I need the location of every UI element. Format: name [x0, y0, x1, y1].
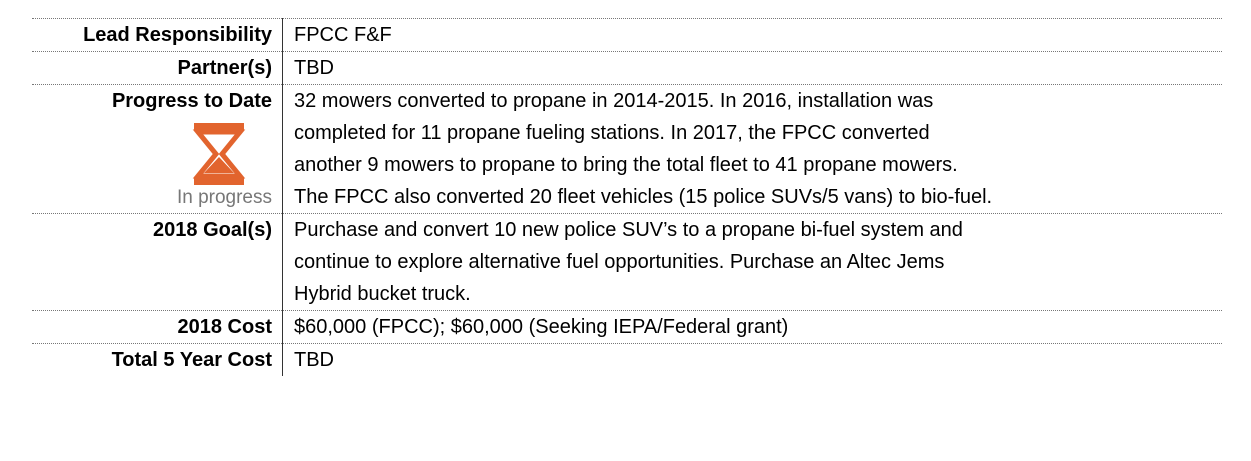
row-value: TBD — [282, 343, 1222, 376]
label-text: Progress to Date — [111, 90, 272, 112]
table-row: Progress to Date In progress 32 mowers con… — [32, 84, 1222, 214]
label-text: 2018 Cost — [177, 316, 273, 338]
value-line: TBD — [294, 57, 334, 79]
row-label: Lead Responsibility — [32, 18, 283, 52]
row-label: Partner(s) — [32, 51, 283, 85]
row-label: Progress to Date In progress — [32, 84, 283, 214]
label-text: Partner(s) — [177, 57, 272, 79]
value-line: $60,000 (FPCC); $60,000 (Seeking IEPA/Fe… — [294, 316, 789, 338]
table-row: Lead Responsibility FPCC F&F — [32, 18, 1222, 52]
info-table: Lead Responsibility FPCC F&F Partner(s) TBD… — [32, 18, 1222, 376]
value-line: continue to explore alternative fuel opp… — [294, 251, 945, 273]
table-body: Lead Responsibility FPCC F&F Partner(s) TBD… — [32, 18, 1222, 376]
value-line: Purchase and convert 10 new police SUV’s… — [294, 219, 963, 241]
row-value: TBD — [282, 51, 1222, 85]
label-text: Lead Responsibility — [83, 24, 272, 46]
value-line: FPCC F&F — [294, 24, 392, 46]
hourglass-icon — [192, 123, 246, 185]
value-line: 32 mowers converted to propane in 2014-2… — [294, 90, 934, 112]
value-line: The FPCC also converted 20 fleet vehicle… — [294, 186, 993, 208]
status-label: In progress — [176, 187, 272, 208]
row-label: 2018 Goal(s) — [32, 213, 283, 311]
row-value: FPCC F&F — [282, 18, 1222, 52]
value-line: Hybrid bucket truck. — [294, 283, 471, 305]
status-badge: In progress — [32, 121, 272, 209]
value-line: completed for 11 propane fueling station… — [294, 122, 930, 144]
table-row: Total 5 Year Cost TBD — [32, 343, 1222, 376]
value-line: TBD — [294, 349, 334, 371]
table-row: Partner(s) TBD — [32, 51, 1222, 85]
row-value: Purchase and convert 10 new police SUV’s… — [282, 213, 1222, 311]
label-text: Total 5 Year Cost — [111, 349, 272, 371]
row-label: Total 5 Year Cost — [32, 343, 283, 376]
value-line: another 9 mowers to propane to bring the… — [294, 154, 958, 176]
table-row: 2018 Cost $60,000 (FPCC); $60,000 (Seekin… — [32, 310, 1222, 344]
row-value: $60,000 (FPCC); $60,000 (Seeking IEPA/Fe… — [282, 310, 1222, 344]
table-row: 2018 Goal(s) Purchase and convert 10 new … — [32, 213, 1222, 311]
label-text: 2018 Goal(s) — [153, 219, 272, 241]
row-label: 2018 Cost — [32, 310, 283, 344]
row-value: 32 mowers converted to propane in 2014-2… — [282, 84, 1222, 214]
